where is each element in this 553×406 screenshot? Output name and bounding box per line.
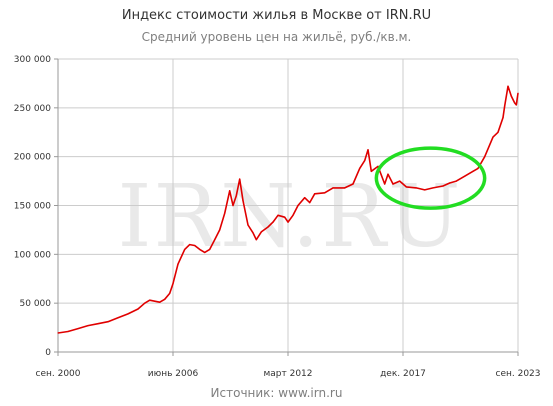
data-point — [504, 105, 506, 107]
x-axis: сен. 2000 июнь 2006 март 2012 дек. 2017 сен.… — [36, 352, 541, 379]
data-point — [117, 317, 119, 319]
data-point — [287, 221, 289, 223]
data-point — [232, 204, 234, 207]
data-point — [97, 323, 99, 325]
data-point — [149, 299, 151, 301]
data-point — [332, 187, 334, 189]
data-point — [204, 251, 206, 253]
data-point — [344, 187, 346, 189]
data-point — [324, 192, 326, 194]
data-point — [252, 232, 254, 234]
x-tick-label: сен. 2023 — [496, 369, 541, 379]
data-point — [214, 239, 216, 241]
data-point — [314, 193, 316, 195]
source-caption: Источник: www.irn.ru — [210, 386, 343, 400]
data-point — [364, 159, 366, 162]
price-index-line — [57, 85, 519, 334]
line-chart: IRN.RU 0 50 000 100 000 150 000 200 000 250 0… — [14, 55, 541, 379]
x-tick-label: март 2012 — [263, 369, 312, 379]
data-point — [399, 180, 401, 182]
plot-area — [57, 85, 519, 334]
data-point — [370, 170, 372, 172]
data-point — [267, 226, 269, 228]
data-point — [359, 167, 361, 169]
data-point — [515, 104, 517, 106]
data-point — [255, 239, 257, 241]
data-point — [189, 243, 191, 246]
data-point — [472, 170, 474, 172]
data-point — [367, 149, 369, 151]
data-point — [415, 187, 417, 189]
data-point — [477, 167, 479, 169]
data-point — [304, 197, 306, 199]
y-axis: 0 50 000 100 000 150 000 200 000 250 000 300 0… — [14, 55, 58, 358]
y-tick-label: 150 000 — [14, 202, 51, 212]
data-point — [424, 189, 426, 191]
data-point — [497, 131, 499, 133]
data-point — [235, 195, 237, 197]
y-tick-label: 250 000 — [14, 104, 51, 114]
data-point — [239, 178, 241, 180]
data-point — [432, 187, 434, 189]
data-point — [137, 308, 139, 310]
x-tick-label: дек. 2017 — [380, 369, 426, 379]
watermark: IRN.RU — [117, 167, 462, 267]
data-point — [164, 298, 166, 300]
data-point — [464, 175, 466, 177]
data-point — [292, 214, 294, 216]
data-point — [67, 330, 69, 333]
y-tick-label: 200 000 — [14, 153, 51, 163]
data-point — [352, 183, 354, 185]
data-point — [224, 212, 226, 214]
data-point — [507, 85, 509, 87]
y-tick-label: 300 000 — [14, 55, 51, 65]
data-point — [449, 182, 451, 184]
data-point — [154, 300, 156, 302]
data-point — [107, 321, 109, 323]
data-point — [127, 313, 129, 315]
x-tick-label: сен. 2000 — [36, 369, 81, 379]
data-point — [492, 136, 494, 138]
data-point — [247, 224, 249, 226]
data-point — [242, 200, 244, 202]
data-point — [229, 190, 231, 192]
data-point — [272, 221, 274, 223]
data-point — [455, 180, 457, 182]
data-point — [284, 216, 286, 218]
data-point — [517, 92, 519, 94]
data-point — [77, 327, 79, 330]
highlight-ellipse — [374, 146, 487, 210]
chart-subtitle: Средний уровень цен на жильё, руб./кв.м. — [141, 30, 412, 44]
data-point — [502, 117, 504, 119]
data-point — [387, 173, 389, 175]
data-point — [392, 183, 394, 185]
data-point — [297, 204, 299, 207]
data-point — [199, 248, 201, 251]
data-point — [172, 283, 174, 285]
data-point — [260, 231, 262, 233]
data-point — [194, 244, 196, 247]
data-point — [209, 248, 211, 251]
y-tick-label: 50 000 — [20, 299, 52, 309]
data-point — [169, 292, 171, 294]
data-point — [384, 183, 386, 185]
data-point — [219, 229, 221, 231]
y-tick-label: 0 — [45, 348, 51, 358]
data-point — [484, 156, 486, 158]
data-point — [184, 248, 186, 251]
data-point — [57, 332, 59, 334]
data-point — [309, 201, 311, 204]
data-point — [405, 186, 407, 188]
data-point — [87, 325, 89, 327]
data-point — [514, 102, 516, 104]
y-tick-label: 100 000 — [14, 250, 51, 260]
data-point — [144, 302, 146, 304]
data-point — [277, 214, 279, 216]
data-point — [442, 185, 444, 187]
x-tick-label: июнь 2006 — [148, 369, 199, 379]
chart-title: Индекс стоимости жилья в Москве от IRN.R… — [121, 8, 432, 23]
data-point — [177, 263, 179, 265]
data-point — [510, 95, 512, 97]
data-point — [159, 301, 161, 303]
